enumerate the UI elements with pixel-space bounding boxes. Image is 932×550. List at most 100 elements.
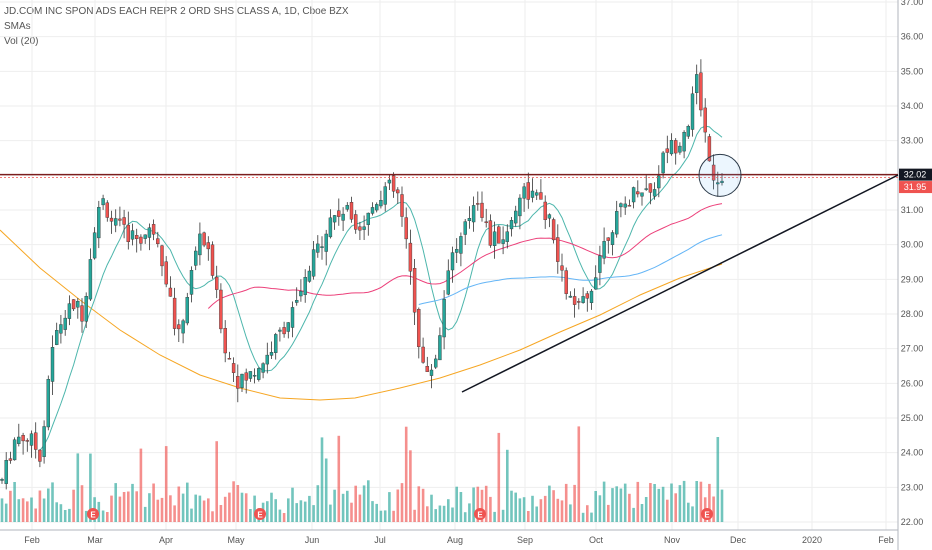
y-tick-label: 25.00 [901, 413, 924, 423]
volume-bar [501, 509, 505, 522]
candle [240, 373, 244, 388]
candle [84, 296, 88, 322]
candle [383, 186, 387, 205]
volume-bar [295, 503, 298, 522]
candle [25, 440, 29, 442]
volume-bar [409, 450, 412, 522]
candle [172, 297, 177, 329]
candle [568, 295, 573, 298]
x-tick-label: Aug [447, 535, 463, 545]
candle [366, 212, 370, 225]
candle [703, 107, 707, 133]
candle [581, 296, 585, 303]
candle [341, 213, 345, 221]
candle [236, 376, 240, 389]
volume-bar [114, 483, 117, 522]
earnings-marker-label: E [704, 511, 710, 520]
candle [488, 220, 493, 246]
volume-bar [670, 483, 673, 522]
candle [223, 328, 227, 354]
volume-bar [320, 437, 324, 522]
candle [572, 296, 577, 305]
candle [189, 270, 194, 295]
volume-bar [527, 511, 530, 522]
candle [109, 217, 114, 222]
volume-bar [468, 503, 471, 522]
volume-bar [240, 492, 244, 522]
volume-bar [598, 495, 602, 522]
volume-bar [198, 495, 202, 522]
volume-bar [186, 482, 189, 522]
volume-bar [354, 485, 357, 522]
x-tick-label: Jun [305, 535, 320, 545]
volume-bar [518, 498, 522, 522]
volume-bar [127, 491, 130, 522]
candle [522, 186, 526, 199]
volume-bar [392, 510, 395, 522]
candle [535, 192, 539, 196]
candle [214, 276, 219, 290]
candle [143, 234, 147, 239]
earnings-marker-icon [87, 508, 99, 520]
volume-bar [215, 441, 218, 522]
volume-bar [413, 509, 416, 522]
candle [92, 232, 97, 259]
candle [598, 255, 602, 273]
candle [627, 205, 632, 207]
volume-bar [287, 498, 290, 522]
volume-bar [472, 487, 475, 522]
volume-bar [42, 498, 46, 522]
candle [307, 270, 312, 282]
volume-bar [291, 487, 294, 522]
volume-bar [564, 483, 568, 522]
volume-bar [270, 492, 273, 522]
volume-bar [695, 481, 698, 522]
candle [547, 214, 552, 219]
candle [248, 371, 253, 379]
y-tick-label: 37.00 [901, 0, 924, 7]
volume-bar [463, 512, 467, 522]
volume-bar [80, 485, 84, 522]
volume-bar [299, 500, 303, 522]
y-tick-label: 26.00 [901, 378, 924, 388]
sma-long-line [0, 229, 723, 401]
candle [244, 372, 248, 381]
price-label-box [899, 181, 932, 194]
volume-bar [383, 510, 387, 522]
price-label: 32.02 [904, 170, 927, 180]
candle [459, 236, 463, 254]
volume-bar [190, 508, 193, 522]
candle [690, 93, 695, 130]
candle [450, 252, 455, 271]
candle [316, 243, 320, 253]
volume-bar [17, 499, 21, 522]
candle [29, 433, 34, 446]
volume-bar [417, 486, 421, 522]
candle [362, 226, 366, 230]
candle [160, 245, 164, 267]
candle [686, 125, 690, 137]
y-tick-label: 27.00 [901, 344, 924, 354]
volume-bar [106, 512, 109, 522]
volume-bar [148, 493, 151, 522]
x-tick-label: May [227, 535, 245, 545]
volume-bar [312, 505, 315, 522]
candle [602, 241, 606, 259]
candle [480, 202, 484, 218]
volume-bar [590, 512, 593, 522]
legend-volume: Vol (20) [4, 36, 39, 47]
candle [265, 354, 269, 365]
volume-bar [388, 492, 391, 522]
volume-bar [687, 502, 690, 522]
volume-bar [152, 483, 155, 522]
volume-bar [337, 435, 341, 522]
candle [349, 201, 354, 220]
candle [408, 242, 413, 272]
candle [497, 226, 501, 244]
y-tick-label: 31.00 [901, 205, 924, 215]
volume-bar [556, 498, 560, 522]
volume-bar [72, 489, 75, 522]
volume-bar [143, 506, 147, 522]
candle [509, 220, 514, 230]
